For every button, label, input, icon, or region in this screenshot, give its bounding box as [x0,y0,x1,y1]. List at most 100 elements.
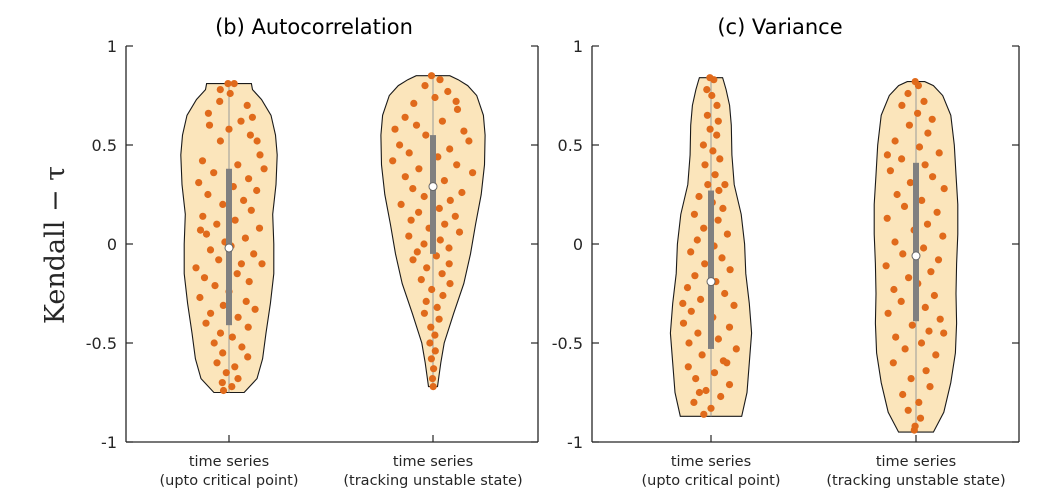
data-point [439,291,447,300]
data-point [900,202,909,210]
data-point [422,297,430,305]
data-point [709,147,717,155]
data-point [198,157,207,165]
data-point [921,161,929,169]
data-point [213,220,221,228]
data-point [929,173,937,181]
data-point [690,210,699,218]
data-point [697,295,705,303]
data-point [391,125,399,133]
y-tick-label: 0 [107,235,117,254]
data-point [453,105,462,113]
data-point [213,359,221,367]
data-point [710,369,719,377]
data-point [244,323,252,331]
data-point [714,335,723,343]
x-category-label: time series [876,454,956,470]
data-point [436,236,444,244]
data-point [455,228,464,236]
data-point [432,252,440,260]
data-point [219,301,227,309]
data-point [202,230,211,238]
data-point [228,383,236,391]
data-point [427,72,436,80]
data-point [940,185,948,193]
violin-1 [669,74,753,418]
data-point [917,339,926,347]
data-point [216,86,224,94]
data-point [412,121,421,129]
data-point [226,89,234,98]
data-point [415,165,423,173]
data-point [207,309,215,317]
data-point [216,329,225,337]
data-point [920,244,928,252]
data-point [714,117,722,125]
data-point [253,186,261,195]
data-point [218,379,226,387]
data-point [905,274,913,282]
data-point [409,185,417,193]
data-point [397,200,405,208]
data-point [429,383,437,391]
data-point [452,97,460,105]
data-point [707,404,715,412]
data-point [446,145,454,153]
data-point [258,260,266,268]
data-point [914,82,923,90]
y-tick-label: 0.5 [558,136,583,155]
data-point [260,165,268,173]
data-point [703,111,712,119]
data-point [242,297,250,305]
data-point [679,319,688,327]
data-point [889,359,897,367]
data-point [890,285,898,294]
y-tick-label: -1 [101,433,117,452]
data-point [732,345,740,353]
data-point [928,115,936,123]
data-point [422,131,430,139]
data-point [704,181,712,189]
data-point [433,303,441,311]
data-point [715,186,723,195]
data-point [904,89,912,98]
data-point [246,131,254,139]
data-point [256,151,264,159]
data-point [248,113,256,121]
data-point [428,285,436,294]
data-point [469,169,477,177]
data-point [219,200,227,208]
x-category-label: (tracking unstable state) [826,473,1005,489]
y-tick-label: 1 [107,37,117,56]
data-point [446,196,454,204]
data-point [725,381,734,389]
data-point [702,386,710,395]
x-category-label: (tracking unstable state) [343,473,522,489]
data-point [714,216,722,224]
data-point [891,137,899,145]
data-point [699,141,708,149]
panel-title-variance: (c) Variance [717,15,842,39]
data-point [196,226,205,234]
median-marker [911,251,921,261]
data-point [882,262,890,270]
data-point [415,208,423,216]
data-point [407,216,415,224]
data-point [413,248,421,256]
y-tick-label: -1 [567,433,583,452]
data-point [237,260,245,268]
data-point [932,351,940,359]
data-point [440,177,448,185]
data-point [933,208,941,216]
data-point [401,173,409,181]
data-point [883,151,892,159]
data-point [717,392,725,401]
data-point [427,323,435,331]
data-point [927,268,935,276]
data-point [237,117,245,125]
data-point [706,125,714,133]
data-point [694,329,702,337]
data-point [206,246,215,254]
y-axis-label: Kendall − τ [40,166,71,324]
data-point [445,244,453,252]
